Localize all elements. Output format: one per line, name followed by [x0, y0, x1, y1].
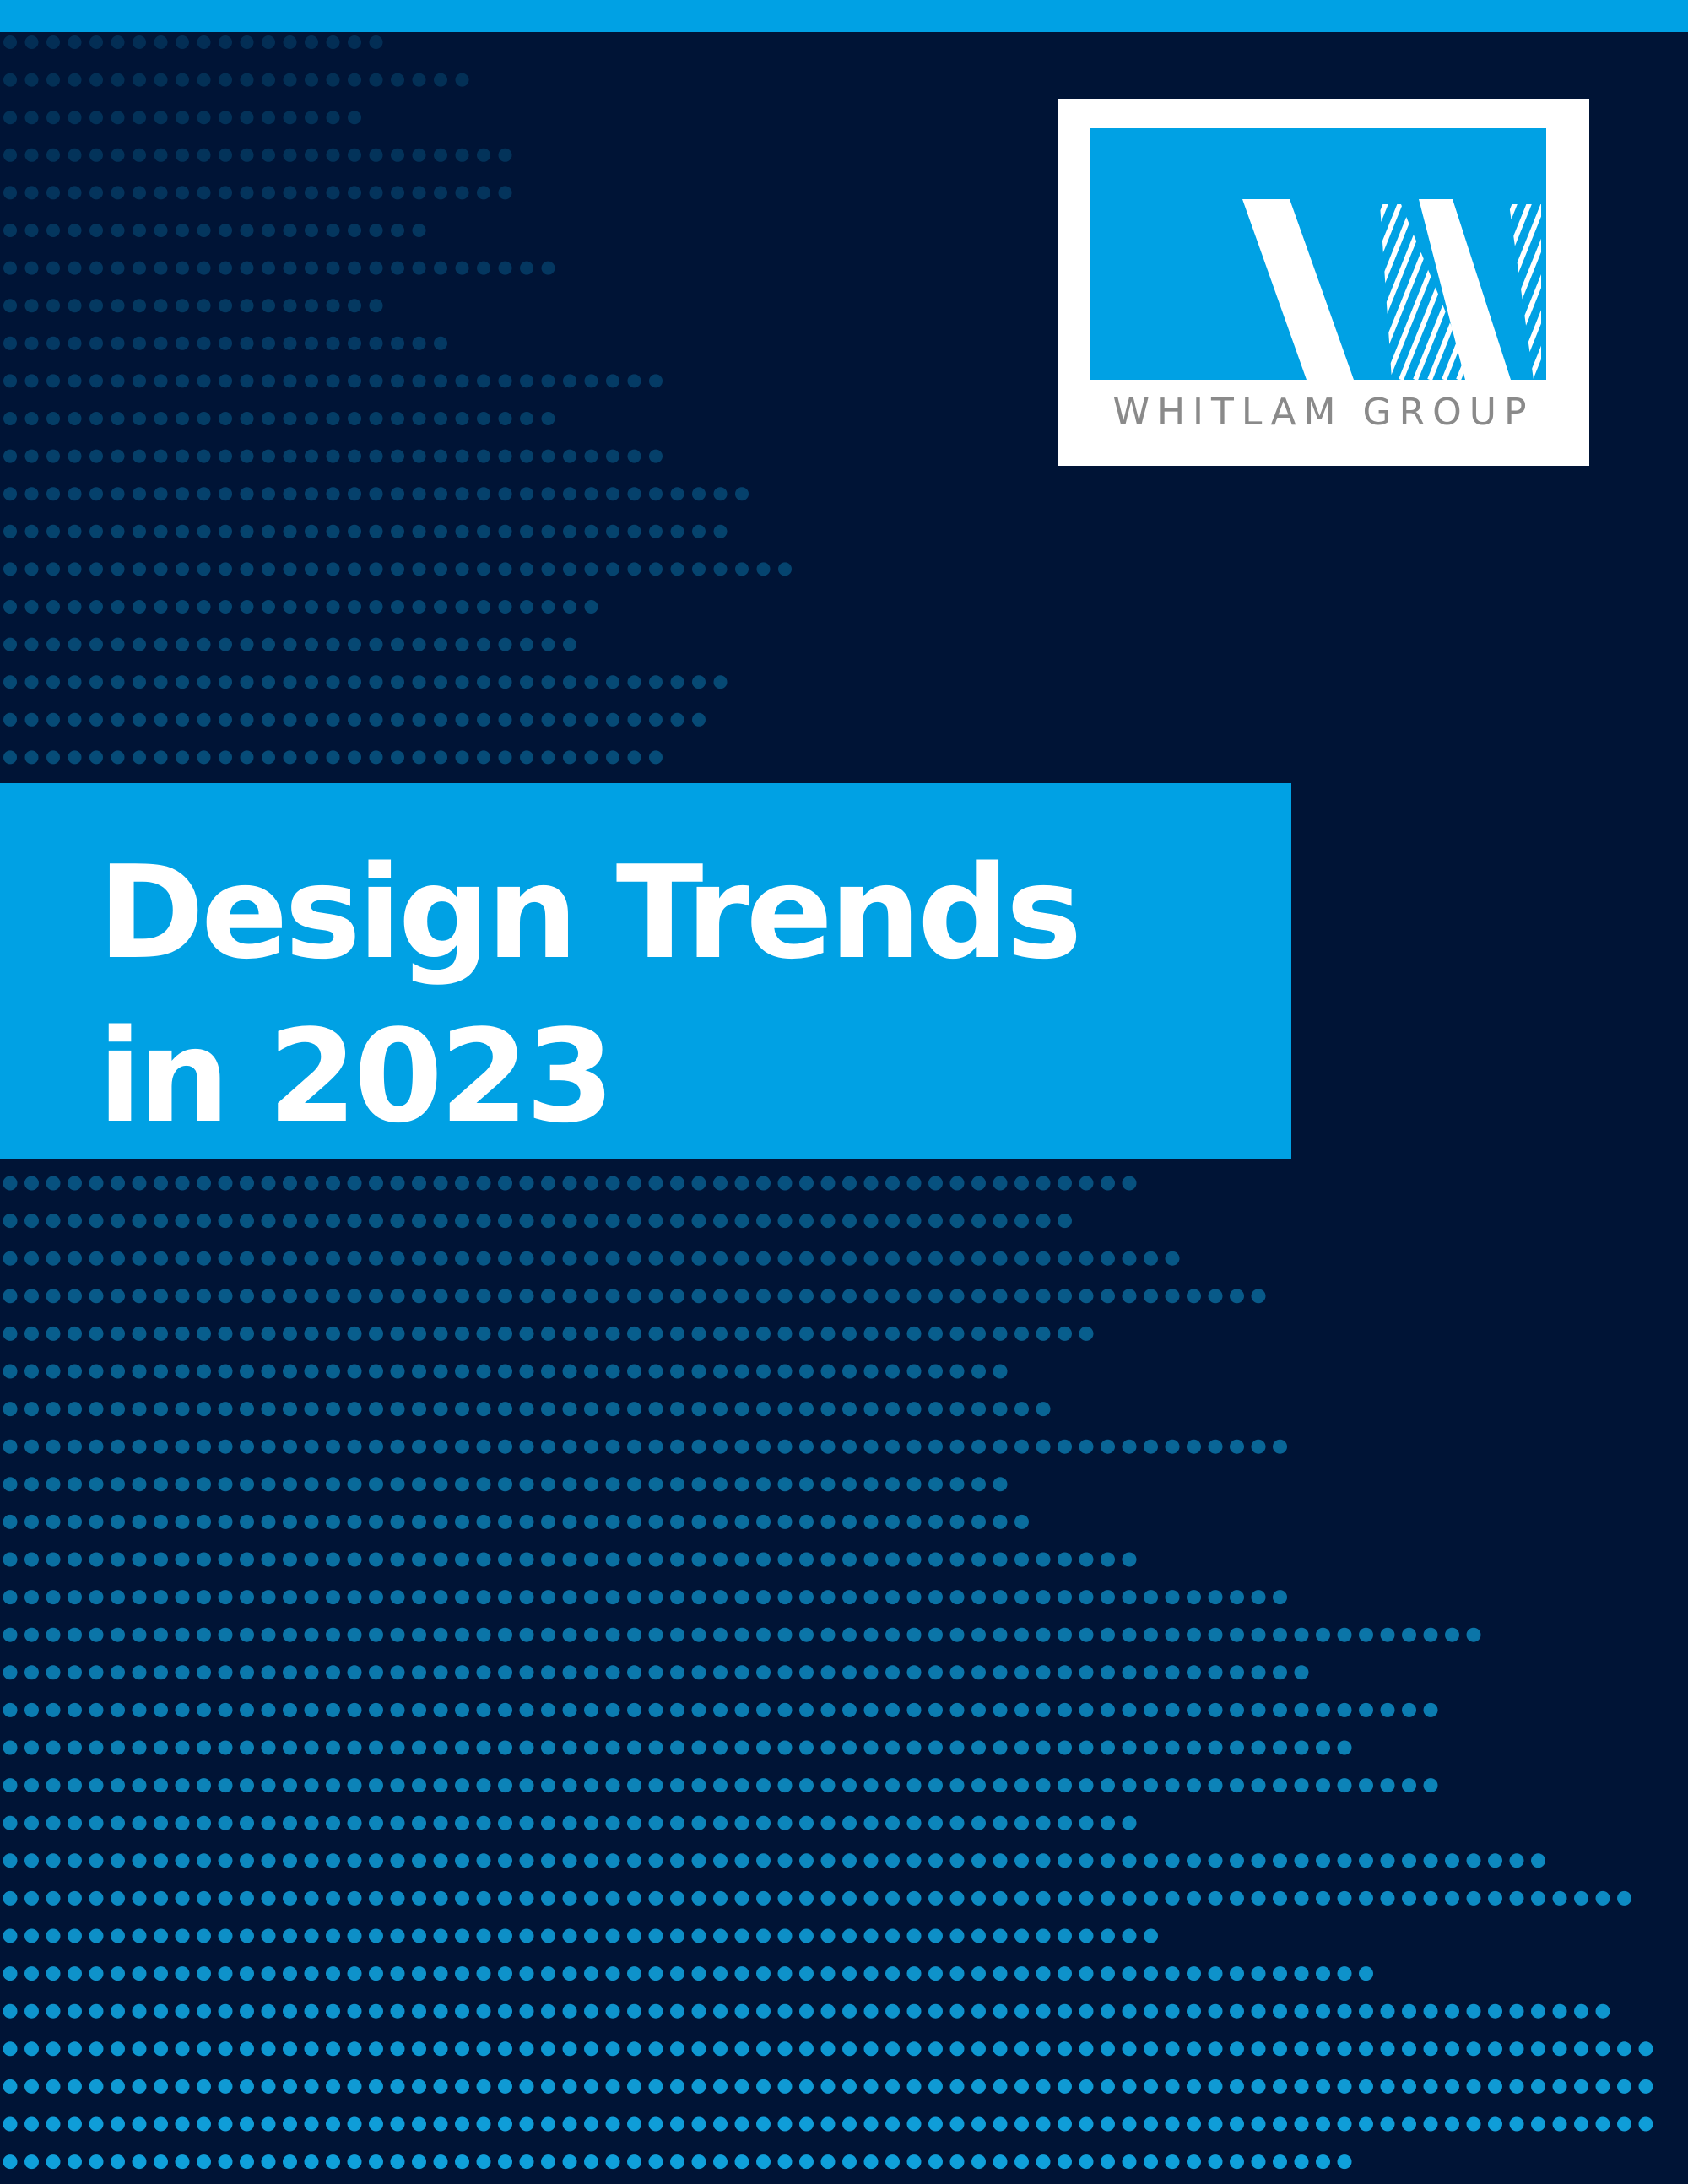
logo-panel: [1090, 128, 1546, 380]
cover-title-line-1: Design Trends: [98, 838, 1082, 987]
w-hatch-line: [1380, 204, 1404, 380]
w-hatch-line: [1380, 204, 1419, 380]
title-banner: Design Trends in 2023: [0, 783, 1291, 1159]
cover-title-line-2: in 2023: [98, 1002, 614, 1151]
top-accent-band: [0, 0, 1688, 32]
whitlam-w-monogram-icon: [1090, 128, 1546, 380]
w-hatch-line: [1442, 204, 1474, 380]
w-hatch-line: [1509, 204, 1541, 380]
w-stroke-center: [1419, 199, 1511, 380]
cover-title: Design Trends in 2023: [98, 831, 1082, 1159]
w-stroke-left: [1242, 199, 1354, 380]
w-hatch-line: [1509, 204, 1541, 380]
logo-wordmark: WHITLAM GROUP: [1112, 391, 1534, 434]
w-hatch-line: [1509, 204, 1534, 380]
logo-card: WHITLAM GROUP: [1058, 99, 1589, 466]
